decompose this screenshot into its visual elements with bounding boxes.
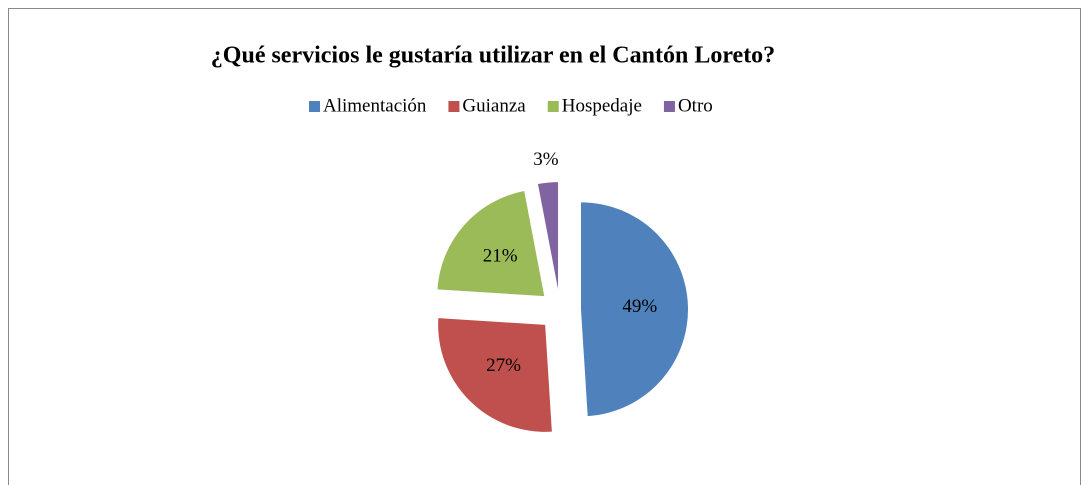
data-label: 27% <box>486 355 521 376</box>
legend-swatch <box>547 101 559 112</box>
legend-swatch <box>663 101 675 112</box>
pie-slice <box>537 182 559 290</box>
legend-label: Otro <box>678 95 713 116</box>
data-label: 3% <box>533 149 559 170</box>
legend-label: Hospedaje <box>562 95 642 116</box>
chart-title: ¿Qué servicios le gustaría utilizar en e… <box>211 43 775 69</box>
pie-slice <box>437 191 545 297</box>
legend-swatch <box>309 101 320 112</box>
legend-swatch <box>448 101 460 112</box>
chart-frame <box>8 8 1081 485</box>
data-label: 21% <box>483 246 518 267</box>
legend-label: Alimentación <box>323 95 427 116</box>
pie-slice <box>438 318 552 432</box>
legend-label: Guianza <box>462 95 526 116</box>
pie-slice <box>580 202 688 417</box>
data-label: 49% <box>622 296 657 317</box>
